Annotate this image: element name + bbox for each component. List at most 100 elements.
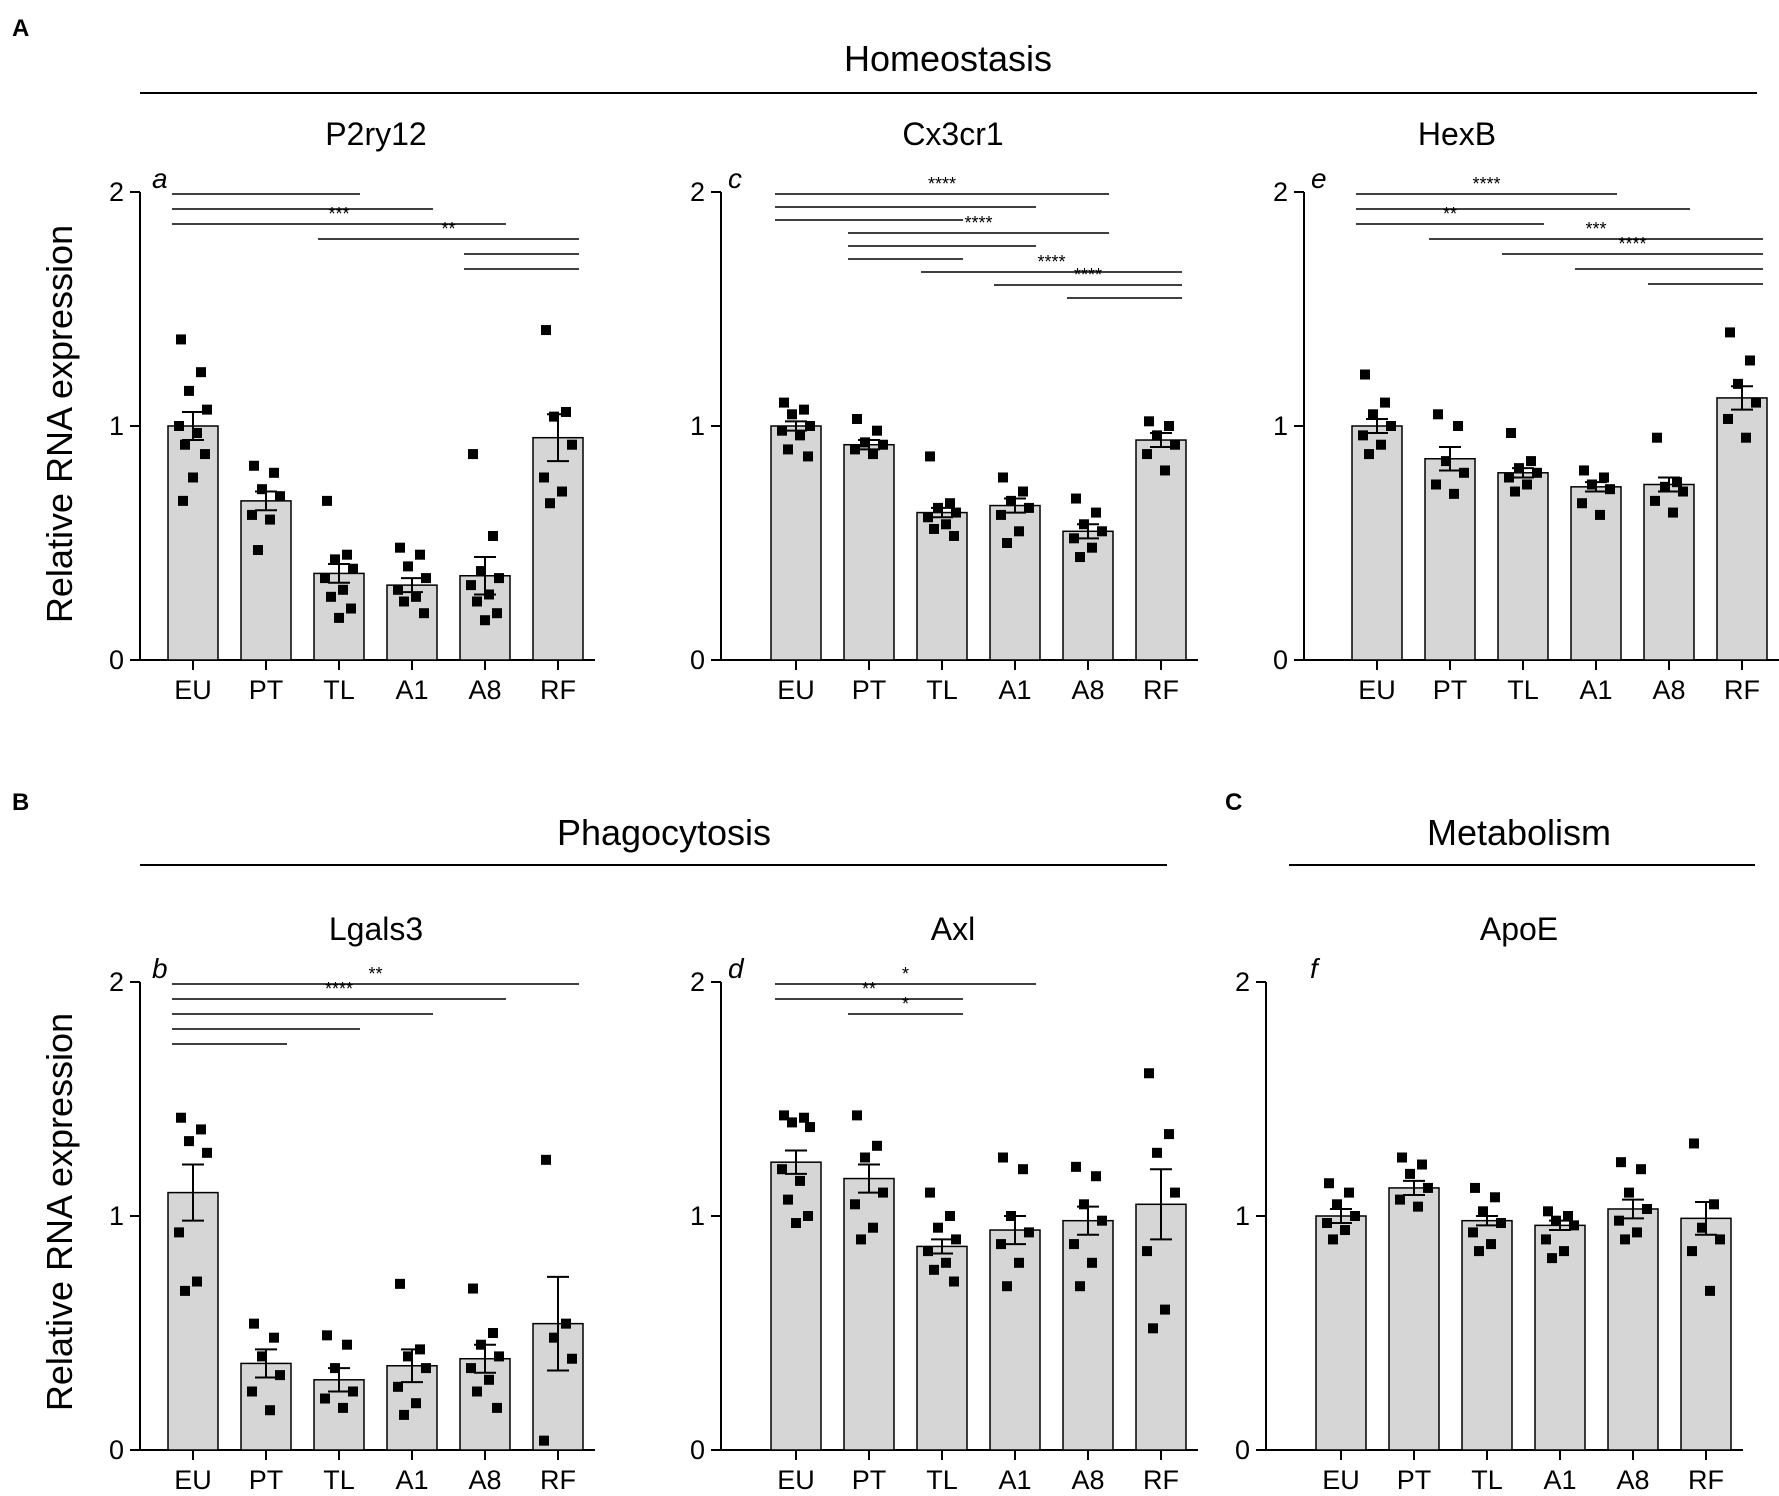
data-point — [415, 1344, 425, 1355]
data-point — [1522, 479, 1532, 490]
data-point — [1075, 552, 1085, 563]
x-tick-label: EU — [777, 675, 815, 705]
data-point — [1741, 432, 1751, 443]
data-point — [393, 1381, 403, 1392]
data-point — [1652, 432, 1662, 443]
data-point — [200, 449, 210, 460]
data-point — [923, 1246, 933, 1257]
data-point — [399, 1409, 409, 1420]
data-point — [951, 1234, 961, 1245]
data-point — [421, 1363, 431, 1374]
panel-sublabel: a — [152, 163, 168, 194]
data-point — [998, 1152, 1008, 1163]
data-point — [1142, 1246, 1152, 1257]
data-point — [1405, 1168, 1415, 1179]
x-tick-label: A1 — [998, 675, 1031, 705]
section-b-header: B Phagocytosis — [12, 789, 1167, 866]
data-point — [1144, 416, 1154, 427]
data-point — [1018, 1164, 1028, 1175]
data-point — [492, 608, 502, 619]
gene-title: ApoE — [1480, 911, 1558, 947]
significance-label: **** — [1618, 234, 1646, 254]
data-point — [488, 1328, 498, 1338]
data-point — [1620, 1234, 1630, 1245]
data-point — [545, 498, 555, 509]
significance-label: *** — [328, 204, 349, 224]
data-point — [342, 549, 352, 560]
data-point — [996, 1239, 1006, 1250]
data-point — [561, 406, 571, 417]
data-point — [1650, 495, 1660, 506]
data-point — [1559, 1246, 1569, 1257]
x-tick-label: PT — [249, 675, 284, 705]
x-tick-label: RF — [540, 1465, 576, 1495]
bar — [1607, 1208, 1659, 1451]
panel-sublabel: c — [728, 163, 742, 194]
data-point — [996, 509, 1006, 520]
data-point — [247, 509, 257, 520]
data-point — [1142, 449, 1152, 460]
panel-sublabel: f — [1310, 953, 1321, 984]
data-point — [852, 413, 862, 424]
x-tick-label: A1 — [395, 675, 428, 705]
x-tick-label: A1 — [1579, 675, 1612, 705]
data-point — [1715, 1234, 1725, 1245]
data-point — [257, 484, 267, 495]
bar — [770, 1161, 822, 1451]
data-point — [860, 1152, 870, 1163]
data-point — [1423, 1182, 1433, 1193]
data-point — [178, 495, 188, 506]
y-tick-label: 2 — [1235, 967, 1250, 997]
data-point — [1587, 479, 1597, 490]
section-a-letter: A — [12, 15, 29, 42]
data-point — [202, 404, 212, 415]
data-point — [1071, 493, 1081, 504]
y-tick-label: 2 — [109, 967, 124, 997]
significance-label: **** — [964, 213, 992, 233]
data-point — [202, 1147, 212, 1158]
y-axis-label-bottom: Relative RNA expression — [39, 1013, 80, 1411]
data-point — [1170, 439, 1180, 450]
x-tick-label: A8 — [1616, 1465, 1649, 1495]
data-point — [799, 404, 809, 415]
data-point — [868, 1222, 878, 1233]
data-point — [269, 467, 279, 478]
data-point — [1532, 467, 1542, 478]
data-point — [1170, 1187, 1180, 1198]
data-point — [468, 1283, 478, 1294]
data-point — [1386, 421, 1396, 431]
significance-label: ** — [1443, 204, 1457, 224]
significance-label: * — [902, 994, 909, 1014]
data-point — [1504, 472, 1514, 483]
data-point — [1709, 1199, 1719, 1210]
data-point — [783, 1194, 793, 1205]
data-point — [850, 444, 860, 455]
data-point — [1624, 1187, 1634, 1198]
data-point — [1751, 397, 1761, 408]
data-point — [1526, 456, 1536, 467]
data-point — [320, 573, 330, 584]
x-tick-label: TL — [926, 1465, 958, 1495]
data-point — [1547, 1253, 1557, 1264]
data-point — [494, 1351, 504, 1362]
significance-label: **** — [928, 174, 956, 194]
panel-apoe: ApoE f 0 1 2 EU PT TL A1 A8 RF — [1235, 911, 1743, 1495]
data-point — [399, 596, 409, 607]
data-point — [188, 472, 198, 483]
data-point — [1160, 465, 1170, 476]
data-point — [180, 439, 190, 450]
data-point — [1069, 1239, 1079, 1250]
x-tick-label: A1 — [395, 1465, 428, 1495]
data-point — [1672, 477, 1682, 488]
bar — [532, 436, 584, 661]
data-point — [415, 549, 425, 560]
bar — [167, 425, 219, 661]
data-point — [878, 1187, 888, 1198]
data-point — [393, 584, 403, 595]
data-point — [1397, 1152, 1407, 1163]
y-tick-label: 2 — [690, 967, 705, 997]
bar — [916, 1245, 968, 1451]
data-point — [923, 512, 933, 523]
